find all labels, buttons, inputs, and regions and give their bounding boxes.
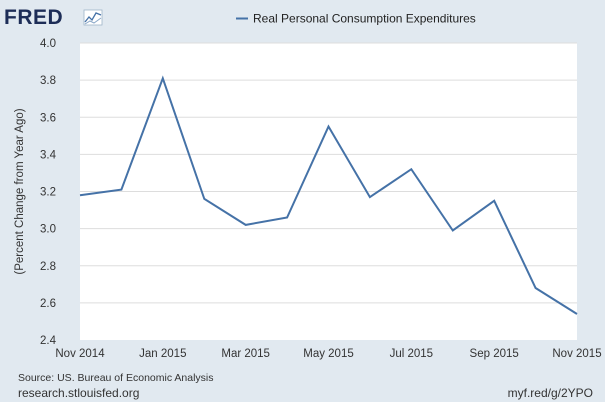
series-line [79,75,578,315]
fred-logo: FRED [4,6,103,29]
y-axis-ticks: 2.4 2.6 2.8 3.0 3.2 3.4 3.6 3.8 4.0 [40,38,57,347]
site-url[interactable]: research.stlouisfed.org [18,386,140,400]
series-group [79,75,578,315]
y-tick-label: 3.6 [40,112,56,124]
x-tick-label: Sep 2015 [470,348,519,360]
short-url[interactable]: myf.red/g/2YPO [507,386,593,400]
x-tick-label: Nov 2014 [55,348,105,360]
y-tick-label: 3.0 [40,224,56,236]
source-note: Source: US. Bureau of Economic Analysis [18,372,214,384]
legend: Real Personal Consumption Expenditures [236,12,476,26]
fred-logo-graph-icon [83,9,103,26]
x-axis-ticks: Nov 2014 Jan 2015 Mar 2015 May 2015 Jul 2015… [55,348,601,360]
y-tick-label: 3.2 [40,187,56,199]
x-tick-label: May 2015 [303,348,354,360]
fred-logo-text: FRED [4,6,63,29]
x-tick-label: Nov 2015 [552,348,601,360]
x-tick-label: Jan 2015 [139,348,186,360]
x-tick-label: Jul 2015 [390,348,433,360]
y-axis-label: (Percent Change from Year Ago) [14,108,26,274]
y-tick-label: 2.6 [40,298,56,310]
x-tick-label: Mar 2015 [221,348,270,360]
y-tick-label: 4.0 [40,38,56,50]
legend-label: Real Personal Consumption Expenditures [253,12,476,26]
y-tick-label: 3.8 [40,75,56,87]
y-tick-label: 3.4 [40,149,57,161]
y-tick-label: 2.8 [40,261,56,273]
y-tick-label: 2.4 [40,335,57,347]
